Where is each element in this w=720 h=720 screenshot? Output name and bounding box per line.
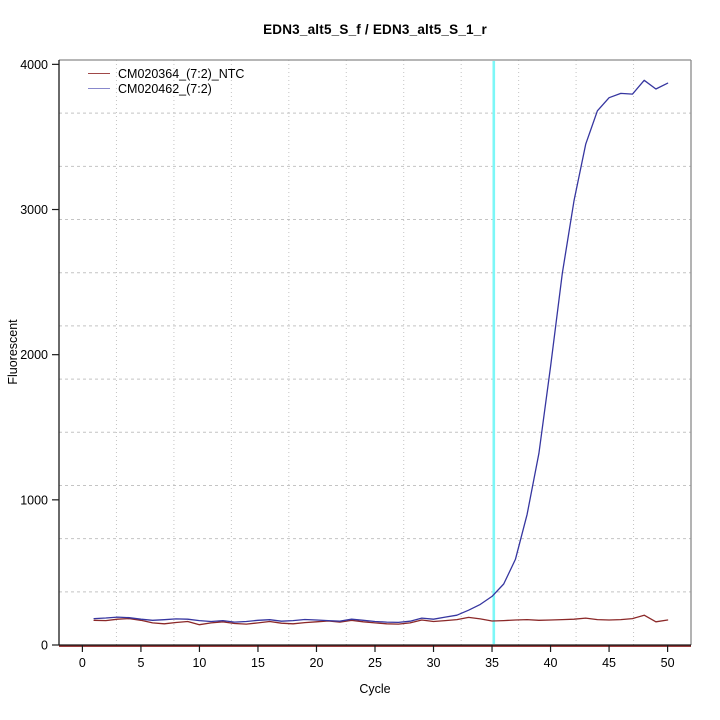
- chart-title: EDN3_alt5_S_f / EDN3_alt5_S_1_r: [263, 22, 487, 37]
- legend-line-icon: [88, 73, 110, 74]
- legend-item-ntc: CM020364_(7:2)_NTC: [88, 66, 244, 81]
- y-tick-label: 2000: [20, 348, 48, 362]
- legend-label: CM020462_(7:2): [118, 81, 212, 96]
- x-tick-label: 35: [485, 656, 499, 670]
- legend-line-icon: [88, 88, 110, 89]
- x-tick-label: 20: [310, 656, 324, 670]
- x-axis-label: Cycle: [359, 682, 391, 696]
- x-tick-label: 40: [544, 656, 558, 670]
- x-tick-label: 5: [137, 656, 144, 670]
- y-tick-label: 3000: [20, 203, 48, 217]
- y-tick-label: 1000: [20, 493, 48, 507]
- y-tick-label: 4000: [20, 58, 48, 72]
- x-tick-label: 45: [602, 656, 616, 670]
- ntc-curve: [93, 614, 669, 626]
- y-tick-label: 0: [41, 639, 48, 653]
- x-tick-label: 30: [427, 656, 441, 670]
- x-tick-label: 15: [251, 656, 265, 670]
- x-tick-label: 25: [368, 656, 382, 670]
- legend: CM020364_(7:2)_NTC CM020462_(7:2): [88, 66, 244, 96]
- amplification-curve: [93, 79, 669, 624]
- x-tick-label: 10: [192, 656, 206, 670]
- legend-item-sample: CM020462_(7:2): [88, 81, 244, 96]
- x-tick-label: 50: [661, 656, 675, 670]
- legend-label: CM020364_(7:2)_NTC: [118, 66, 245, 81]
- x-tick-label: 0: [79, 656, 86, 670]
